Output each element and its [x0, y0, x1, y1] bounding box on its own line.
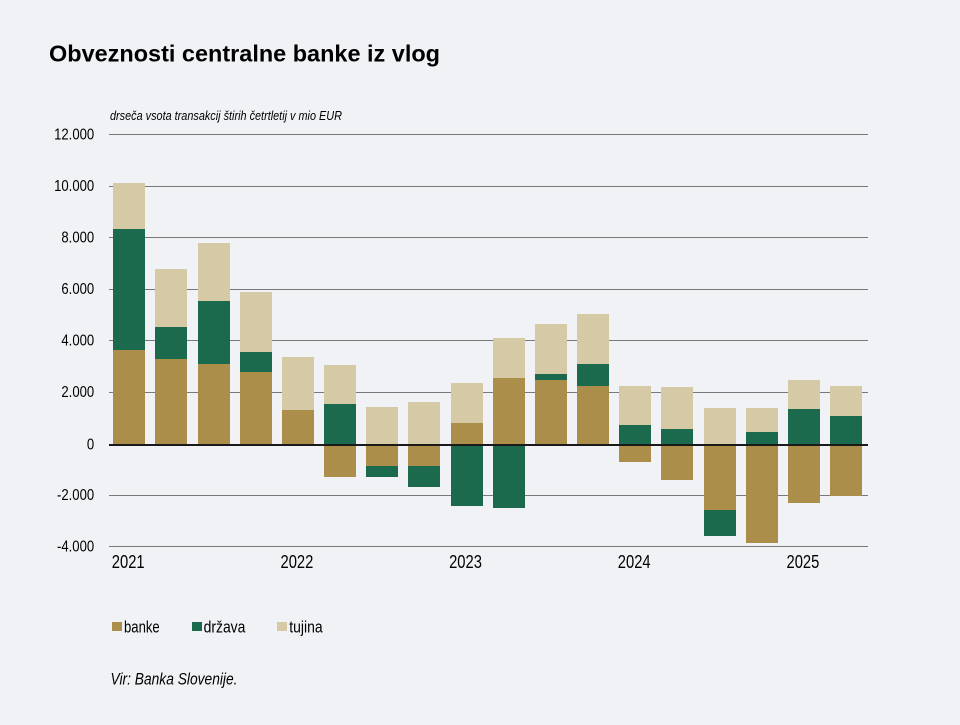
svg-text:2022: 2022 [281, 552, 314, 572]
svg-text:-2.000: -2.000 [57, 487, 94, 504]
svg-text:12.000: 12.000 [54, 127, 94, 144]
svg-text:4.000: 4.000 [61, 333, 94, 350]
svg-text:6.000: 6.000 [61, 281, 94, 298]
svg-text:država: država [204, 618, 246, 637]
svg-text:10.000: 10.000 [54, 178, 94, 195]
svg-text:Vir: Banka Slovenije.: Vir: Banka Slovenije. [111, 670, 238, 689]
svg-text:tujina: tujina [289, 618, 323, 637]
svg-text:2025: 2025 [787, 552, 820, 572]
svg-text:2.000: 2.000 [61, 384, 94, 401]
svg-text:banke: banke [124, 618, 160, 637]
svg-text:2023: 2023 [449, 552, 482, 572]
svg-text:drseča vsota transakcij štirih: drseča vsota transakcij štirih četrtleti… [110, 108, 342, 123]
svg-text:8.000: 8.000 [61, 230, 94, 247]
svg-text:0: 0 [87, 436, 94, 453]
svg-text:2021: 2021 [112, 552, 145, 572]
svg-text:2024: 2024 [618, 552, 651, 572]
svg-text:Obveznosti centralne banke iz: Obveznosti centralne banke iz vlog [49, 41, 440, 67]
svg-text:-4.000: -4.000 [57, 539, 94, 556]
